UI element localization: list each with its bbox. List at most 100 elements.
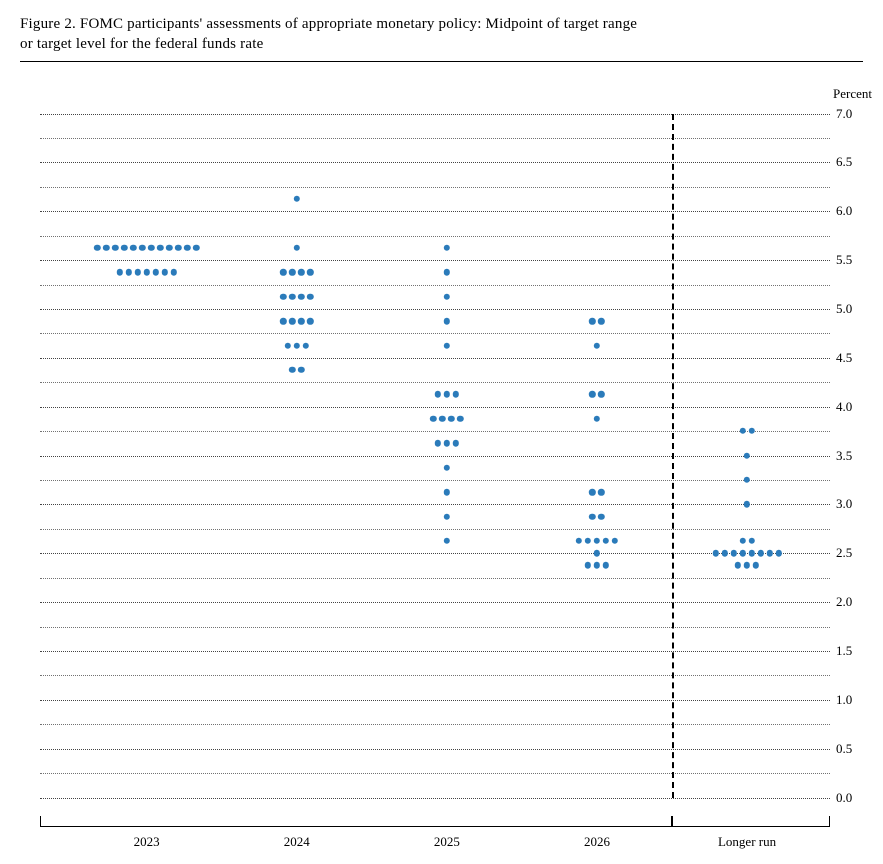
gridline-minor	[40, 333, 830, 334]
figure-title-line2: or target level for the federal funds ra…	[20, 36, 263, 52]
dot	[152, 269, 158, 275]
dot	[289, 318, 295, 324]
dot	[594, 416, 600, 422]
gridline-minor	[40, 138, 830, 139]
dot	[589, 318, 595, 324]
dotplot-chart: Percent 0.00.51.01.52.02.53.03.54.04.55.…	[20, 108, 863, 798]
dot	[148, 245, 154, 251]
dot	[444, 294, 450, 300]
dot	[444, 269, 450, 275]
dot	[730, 550, 736, 556]
dot	[748, 550, 754, 556]
dot	[294, 196, 300, 202]
x-axis-bracket	[40, 816, 672, 827]
dot	[430, 416, 436, 422]
dot	[439, 416, 445, 422]
x-column-label: 2025	[434, 834, 460, 850]
gridline-major	[40, 211, 830, 212]
dot	[598, 391, 604, 397]
y-tick-label: 2.0	[836, 594, 872, 610]
dot	[294, 342, 300, 348]
x-column-label: 2026	[584, 834, 610, 850]
dot	[594, 538, 600, 544]
dot	[298, 269, 304, 275]
dot	[739, 428, 745, 434]
dot	[121, 245, 127, 251]
y-tick-label: 0.0	[836, 790, 872, 806]
figure-title-line1: Figure 2. FOMC participants' assessments…	[20, 16, 637, 32]
dot	[444, 489, 450, 495]
dot	[303, 342, 309, 348]
y-tick-label: 0.5	[836, 741, 872, 757]
figure-container: Figure 2. FOMC participants' assessments…	[0, 0, 883, 864]
gridline-minor	[40, 480, 830, 481]
dot	[444, 465, 450, 471]
dot	[744, 452, 750, 458]
dot	[753, 562, 759, 568]
dot	[594, 550, 600, 556]
dot	[744, 477, 750, 483]
dot	[175, 245, 181, 251]
dot	[280, 318, 286, 324]
gridline-major	[40, 309, 830, 310]
dot	[280, 269, 286, 275]
y-tick-label: 7.0	[836, 106, 872, 122]
dot	[598, 318, 604, 324]
gridline-minor	[40, 578, 830, 579]
dot	[721, 550, 727, 556]
dot	[289, 367, 295, 373]
gridline-major	[40, 651, 830, 652]
dot	[444, 513, 450, 519]
dot	[612, 538, 618, 544]
dot	[134, 269, 140, 275]
dot	[757, 550, 763, 556]
dot	[103, 245, 109, 251]
gridline-major	[40, 749, 830, 750]
gridline-minor	[40, 773, 830, 774]
dot	[444, 342, 450, 348]
y-tick-label: 3.0	[836, 496, 872, 512]
gridline-major	[40, 456, 830, 457]
y-tick-label: 5.0	[836, 301, 872, 317]
gridline-major	[40, 407, 830, 408]
dot	[435, 440, 441, 446]
dot	[298, 294, 304, 300]
dot	[143, 269, 149, 275]
dot	[184, 245, 190, 251]
dot	[307, 269, 313, 275]
gridline-major	[40, 358, 830, 359]
x-column-label: Longer run	[718, 834, 776, 850]
dot	[130, 245, 136, 251]
dot	[298, 318, 304, 324]
dot	[444, 440, 450, 446]
gridline-major	[40, 260, 830, 261]
dot	[457, 416, 463, 422]
dot	[444, 245, 450, 251]
gridline-major	[40, 504, 830, 505]
dot	[589, 489, 595, 495]
dot	[594, 342, 600, 348]
y-tick-label: 6.0	[836, 203, 872, 219]
y-tick-label: 2.5	[836, 545, 872, 561]
dot	[598, 489, 604, 495]
gridline-minor	[40, 529, 830, 530]
y-axis-unit-label: Percent	[833, 86, 872, 102]
dot	[603, 538, 609, 544]
dot	[585, 538, 591, 544]
dot	[739, 550, 745, 556]
gridline-major	[40, 700, 830, 701]
x-column-label: 2023	[134, 834, 160, 850]
dot	[116, 269, 122, 275]
dot	[598, 513, 604, 519]
plot-area: Percent 0.00.51.01.52.02.53.03.54.04.55.…	[40, 108, 830, 798]
dot	[712, 550, 718, 556]
dot	[94, 245, 100, 251]
gridline-minor	[40, 431, 830, 432]
dot	[594, 562, 600, 568]
dot	[139, 245, 145, 251]
dot	[280, 294, 286, 300]
y-tick-label: 3.5	[836, 448, 872, 464]
dot	[289, 294, 295, 300]
gridline-major	[40, 798, 830, 799]
dot	[157, 245, 163, 251]
